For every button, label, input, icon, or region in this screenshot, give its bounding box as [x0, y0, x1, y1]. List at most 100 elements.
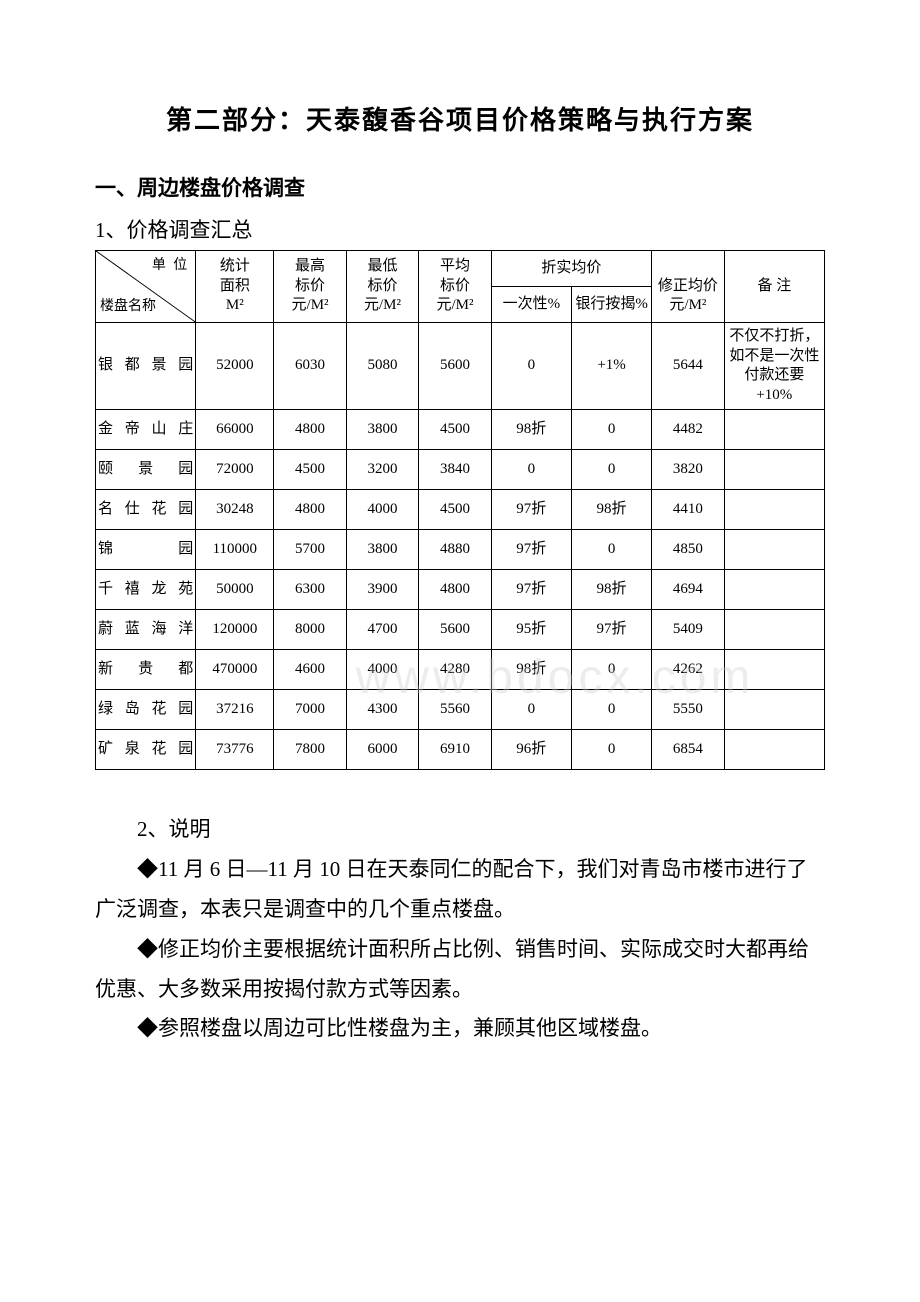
table-row: 金帝山庄6600048003800450098折04482 [96, 410, 825, 450]
cell-adj: 4410 [652, 490, 724, 530]
cell-avg: 5560 [419, 690, 491, 730]
cell-avg: 6910 [419, 730, 491, 770]
cell-property-name: 蔚蓝海洋 [96, 610, 196, 650]
cell-bank: 97折 [571, 610, 651, 650]
cell-min: 4300 [346, 690, 418, 730]
header-min-l3: 元/M² [364, 297, 401, 313]
header-name-label: 楼盘名称 [100, 298, 156, 316]
cell-bank: 98折 [571, 490, 651, 530]
table-row: 银都景园520006030508056000+1%5644不仅不打折，如不是一次… [96, 323, 825, 410]
cell-property-name: 绿岛花园 [96, 690, 196, 730]
header-area-l2: 面积 [220, 278, 250, 294]
cell-area: 110000 [196, 530, 274, 570]
cell-adj: 5644 [652, 323, 724, 410]
cell-area: 120000 [196, 610, 274, 650]
cell-area: 37216 [196, 690, 274, 730]
table-row: 新 贵 都47000046004000428098折04262 [96, 650, 825, 690]
cell-min: 4000 [346, 490, 418, 530]
cell-max: 7800 [274, 730, 346, 770]
cell-bank: 0 [571, 650, 651, 690]
header-max-l1: 最高 [295, 258, 325, 274]
cell-once: 97折 [491, 530, 571, 570]
cell-once: 98折 [491, 410, 571, 450]
paragraph-2a: ◆11 月 6 日—11 月 10 日在天泰同仁的配合下，我们对青岛市楼市进行了… [95, 850, 825, 930]
cell-area: 50000 [196, 570, 274, 610]
table-row: 矿泉花园7377678006000691096折06854 [96, 730, 825, 770]
cell-bank: 0 [571, 410, 651, 450]
table-row: 绿岛花园37216700043005560005550 [96, 690, 825, 730]
price-survey-table: 单 位 楼盘名称 统计 面积 M² 最高 标价 元/M² 最低 标价 元/M² [95, 250, 825, 770]
cell-property-name: 千禧龙苑 [96, 570, 196, 610]
cell-avg: 4500 [419, 410, 491, 450]
cell-once: 0 [491, 450, 571, 490]
header-area: 统计 面积 M² [196, 251, 274, 323]
cell-area: 73776 [196, 730, 274, 770]
cell-bank: 0 [571, 730, 651, 770]
cell-min: 3900 [346, 570, 418, 610]
header-max-l3: 元/M² [292, 297, 329, 313]
cell-property-name: 金帝山庄 [96, 410, 196, 450]
cell-avg: 4880 [419, 530, 491, 570]
cell-avg: 5600 [419, 610, 491, 650]
cell-property-name: 新 贵 都 [96, 650, 196, 690]
table-row: 名仕花园3024848004000450097折98折4410 [96, 490, 825, 530]
cell-max: 6030 [274, 323, 346, 410]
main-title: 第二部分：天泰馥香谷项目价格策略与执行方案 [95, 100, 825, 137]
cell-bank: 0 [571, 690, 651, 730]
cell-area: 470000 [196, 650, 274, 690]
header-discount-group: 折实均价 [491, 251, 652, 287]
cell-min: 3800 [346, 530, 418, 570]
cell-max: 4600 [274, 650, 346, 690]
table-row: 千禧龙苑5000063003900480097折98折4694 [96, 570, 825, 610]
cell-bank: 0 [571, 530, 651, 570]
cell-max: 5700 [274, 530, 346, 570]
section-heading: 一、周边楼盘价格调查 [95, 172, 825, 202]
cell-note [724, 690, 824, 730]
cell-property-name: 矿泉花园 [96, 730, 196, 770]
cell-property-name: 银都景园 [96, 323, 196, 410]
cell-once: 0 [491, 323, 571, 410]
header-max: 最高 标价 元/M² [274, 251, 346, 323]
cell-once: 0 [491, 690, 571, 730]
header-avg-l3: 元/M² [436, 297, 473, 313]
cell-adj: 5550 [652, 690, 724, 730]
table-body: 银都景园520006030508056000+1%5644不仅不打折，如不是一次… [96, 323, 825, 770]
header-avg-l1: 平均 [440, 258, 470, 274]
cell-min: 3200 [346, 450, 418, 490]
header-adj-l1: 修正均价 [658, 278, 718, 294]
cell-note [724, 650, 824, 690]
cell-note [724, 410, 824, 450]
header-min-l1: 最低 [368, 258, 398, 274]
cell-avg: 3840 [419, 450, 491, 490]
header-avg-l2: 标价 [440, 278, 470, 294]
cell-max: 4500 [274, 450, 346, 490]
cell-bank: +1% [571, 323, 651, 410]
cell-min: 3800 [346, 410, 418, 450]
header-max-l2: 标价 [295, 278, 325, 294]
cell-property-name: 名仕花园 [96, 490, 196, 530]
paragraph-2c: ◆参照楼盘以周边可比性楼盘为主，兼顾其他区域楼盘。 [95, 1009, 825, 1049]
cell-property-name: 颐 景 园 [96, 450, 196, 490]
cell-adj: 4262 [652, 650, 724, 690]
table-row: 颐 景 园72000450032003840003820 [96, 450, 825, 490]
page-container: www.bdocx.com 第二部分：天泰馥香谷项目价格策略与执行方案 一、周边… [95, 100, 825, 1049]
cell-min: 6000 [346, 730, 418, 770]
cell-note [724, 570, 824, 610]
header-avg: 平均 标价 元/M² [419, 251, 491, 323]
cell-avg: 4500 [419, 490, 491, 530]
cell-note [724, 490, 824, 530]
cell-note [724, 610, 824, 650]
table-header: 单 位 楼盘名称 统计 面积 M² 最高 标价 元/M² 最低 标价 元/M² [96, 251, 825, 323]
header-bank: 银行按揭% [571, 287, 651, 323]
cell-min: 4700 [346, 610, 418, 650]
cell-min: 4000 [346, 650, 418, 690]
cell-note [724, 450, 824, 490]
cell-adj: 5409 [652, 610, 724, 650]
cell-note: 不仅不打折，如不是一次性付款还要+10% [724, 323, 824, 410]
cell-max: 6300 [274, 570, 346, 610]
cell-avg: 4800 [419, 570, 491, 610]
cell-area: 72000 [196, 450, 274, 490]
cell-max: 8000 [274, 610, 346, 650]
cell-adj: 3820 [652, 450, 724, 490]
cell-max: 4800 [274, 490, 346, 530]
